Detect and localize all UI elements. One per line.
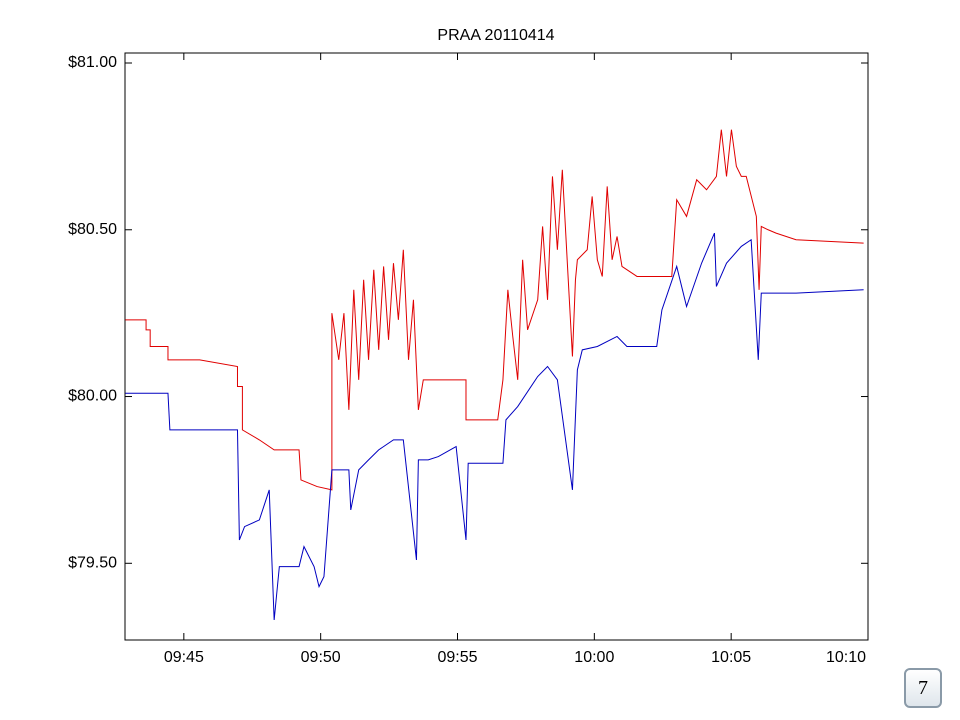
x-tick-label: 09:45 bbox=[164, 649, 204, 666]
page-number: 7 bbox=[904, 668, 942, 708]
x-tick-label: 09:55 bbox=[437, 649, 477, 666]
price-line bbox=[125, 232, 864, 621]
chart-title: PRAA 20110414 bbox=[437, 27, 554, 44]
x-tick-label: 10:10 bbox=[826, 649, 866, 666]
x-tick-label: 10:05 bbox=[711, 649, 751, 666]
plot-frame bbox=[124, 52, 869, 641]
y-tick-label: $79.50 bbox=[68, 555, 117, 572]
y-tick-label: $81.00 bbox=[68, 54, 117, 71]
x-tick-label: 10:00 bbox=[574, 649, 614, 666]
price-line bbox=[125, 129, 864, 491]
y-tick-label: $80.00 bbox=[68, 388, 117, 405]
x-tick-label: 09:50 bbox=[301, 649, 341, 666]
y-tick-label: $80.50 bbox=[68, 221, 117, 238]
